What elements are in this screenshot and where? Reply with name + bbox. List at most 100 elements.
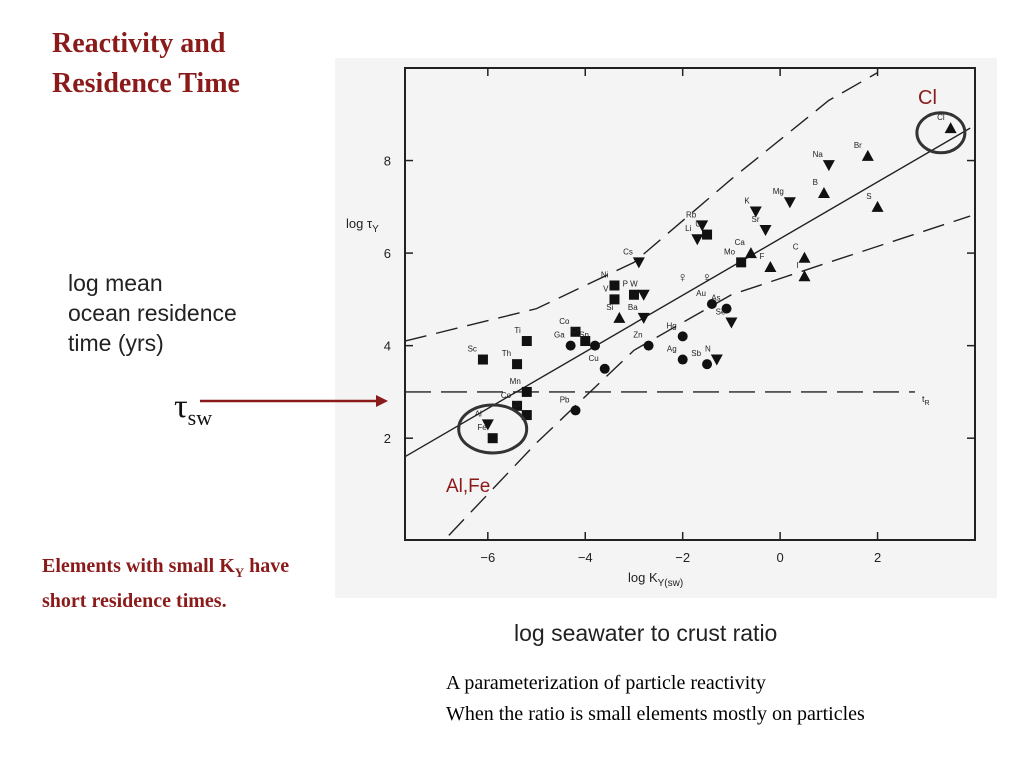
- highlight-circle-alfe: [457, 403, 529, 455]
- point-label: N: [705, 345, 711, 354]
- x-tick-label: 0: [777, 550, 784, 565]
- point-label: U: [695, 220, 701, 229]
- x-axis-description: log seawater to crust ratio: [514, 620, 778, 646]
- point-label: Fe: [477, 423, 487, 432]
- point-label: Ga: [554, 331, 565, 340]
- point-pb: [570, 405, 581, 416]
- point-b: [817, 186, 830, 198]
- x-tick-label: −4: [578, 550, 593, 565]
- point-label: Ag: [667, 345, 677, 354]
- point-s: [871, 200, 884, 212]
- point-label: Br: [854, 141, 862, 150]
- point-label: As: [711, 294, 720, 303]
- y-tick-label: 6: [384, 246, 391, 261]
- point-label: Sn: [579, 331, 589, 340]
- lower-bound-line: [448, 215, 971, 536]
- point-si: [613, 311, 626, 323]
- y-axis-description: log mean ocean residence time (yrs): [68, 268, 318, 358]
- alfe-annotation: Al,Fe: [446, 476, 490, 497]
- point-label: Li: [685, 224, 691, 233]
- open-point: ♀: [702, 269, 713, 285]
- point-sr: [759, 224, 772, 236]
- upper-bound-line: [404, 72, 878, 342]
- point-rb: [696, 220, 709, 232]
- point-label: S: [866, 192, 871, 201]
- point-label: Cu: [589, 354, 599, 363]
- y-axis-label: log τY: [346, 216, 379, 235]
- x-axis-label: log KY(sw): [628, 570, 683, 589]
- point-f: [764, 260, 777, 272]
- point-label: F: [759, 252, 764, 261]
- caption-line-2: When the ratio is small elements mostly …: [446, 703, 865, 725]
- point-label: Co: [501, 391, 512, 400]
- point-label: Se: [716, 308, 726, 317]
- point-ba: [637, 312, 650, 324]
- point-label: Co: [559, 317, 570, 326]
- point-label: P: [623, 280, 628, 289]
- point-label: Sr: [752, 215, 760, 224]
- point-label: Mn: [510, 377, 521, 386]
- point-cr: [580, 336, 591, 347]
- x-tick-label: 2: [874, 550, 881, 565]
- y-desc-line-3: time (yrs): [68, 330, 164, 356]
- point-cl: [944, 122, 957, 134]
- point-mo: [736, 257, 747, 268]
- point-mg: [783, 197, 796, 209]
- point-label: Mg: [773, 187, 784, 196]
- highlight-circles: [457, 111, 967, 455]
- point-ca: [744, 247, 757, 259]
- point-k: [749, 206, 762, 218]
- tau-sw-symbol: τsw: [174, 388, 212, 431]
- point-th: [512, 359, 523, 370]
- point-label: Sb: [691, 349, 701, 358]
- point-label: Si: [606, 303, 613, 312]
- tau-line-label: tR: [922, 394, 930, 407]
- y-tick-label: 8: [384, 154, 391, 169]
- point-sc: [477, 354, 488, 365]
- point-cu: [599, 363, 610, 374]
- point-label: Th: [502, 349, 511, 358]
- point-w: [637, 289, 650, 301]
- point-se: [725, 317, 738, 329]
- point-label: W: [630, 280, 638, 289]
- scan-background: [335, 58, 997, 598]
- point-fe: [487, 433, 498, 444]
- point-al: [481, 419, 494, 431]
- point-hg: [677, 331, 688, 342]
- point-ag: [677, 354, 688, 365]
- point-label: Cr: [571, 326, 580, 335]
- point-label: K: [744, 196, 750, 205]
- y-tick-label: 4: [384, 339, 391, 354]
- trend-lines: [404, 72, 971, 536]
- point-label: Cs: [623, 247, 633, 256]
- point-label: Al: [475, 409, 482, 418]
- highlight-circle-cl: [915, 111, 967, 155]
- slide-title: Reactivity and Residence Time: [52, 24, 342, 104]
- point-label: Rb: [686, 210, 697, 219]
- point-label: C: [793, 243, 799, 252]
- point-zn: [643, 340, 654, 351]
- point-u: [702, 229, 713, 240]
- point-i: [798, 270, 811, 282]
- y-tick-label: 2: [384, 431, 391, 446]
- fit-line: [404, 127, 971, 458]
- point-label: B: [813, 178, 818, 187]
- point-as: [721, 303, 732, 314]
- y-desc-line-2: ocean residence: [68, 300, 237, 326]
- point-label: Au: [696, 289, 706, 298]
- point-label: I: [796, 261, 798, 270]
- axis-ticks: −6 −4 −2 0 2 2 4 6 8: [384, 68, 975, 565]
- x-tick-label: −6: [480, 550, 495, 565]
- point-label: Zn: [633, 331, 642, 340]
- note-line-1: Elements with small KY have: [42, 555, 290, 580]
- point-label: Pb: [560, 395, 570, 404]
- point-label: Ti: [514, 326, 521, 335]
- point-label: Cl: [937, 113, 945, 122]
- point-cs: [632, 257, 645, 269]
- point-label: V: [603, 284, 609, 293]
- point-p: [628, 289, 639, 300]
- title-line-1: Reactivity and: [52, 28, 226, 59]
- point-sn: [590, 340, 600, 351]
